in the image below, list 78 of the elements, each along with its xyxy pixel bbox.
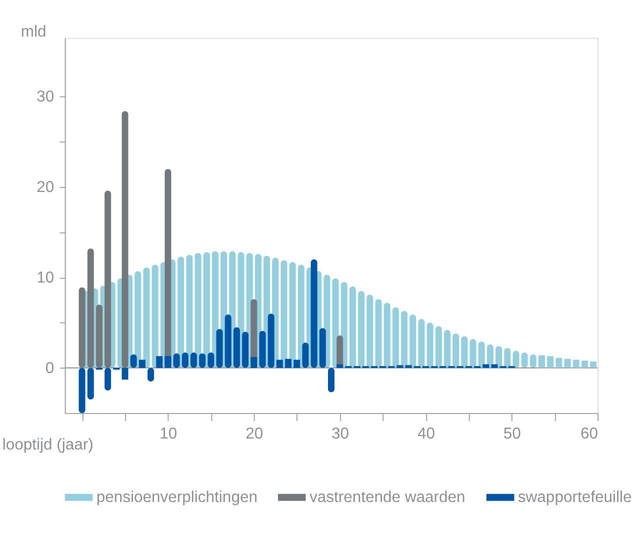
bar bbox=[87, 248, 94, 368]
x-tick-label: 50 bbox=[503, 426, 522, 443]
bar bbox=[250, 357, 258, 368]
bar bbox=[358, 291, 365, 368]
bar bbox=[590, 362, 597, 368]
bar bbox=[572, 360, 580, 368]
bar bbox=[242, 332, 249, 368]
bar bbox=[426, 322, 434, 368]
bar bbox=[302, 342, 309, 368]
bar bbox=[435, 326, 442, 368]
bar bbox=[224, 314, 232, 368]
bar bbox=[138, 360, 146, 368]
bar bbox=[104, 368, 112, 390]
bar bbox=[396, 365, 404, 368]
bar bbox=[87, 368, 94, 400]
y-tick-label: 0 bbox=[45, 360, 54, 377]
bar bbox=[134, 271, 142, 368]
x-tick-label: 10 bbox=[160, 426, 178, 443]
x-tick-label: 20 bbox=[246, 426, 264, 443]
bar bbox=[156, 356, 163, 368]
bar bbox=[259, 330, 266, 368]
y-tick-label: 30 bbox=[36, 88, 54, 106]
bar bbox=[310, 259, 318, 368]
bar bbox=[375, 299, 382, 368]
bar bbox=[289, 262, 296, 368]
x-tick-label: 30 bbox=[332, 426, 350, 443]
bar bbox=[564, 358, 571, 368]
x-tick-label: 40 bbox=[417, 426, 436, 443]
bar bbox=[452, 334, 460, 368]
bar bbox=[392, 307, 399, 368]
bar bbox=[405, 365, 412, 368]
bar bbox=[444, 330, 450, 368]
bar bbox=[491, 364, 498, 368]
y-axis-title: mld bbox=[20, 23, 46, 40]
bar bbox=[143, 268, 150, 368]
bar bbox=[478, 342, 485, 368]
bar bbox=[470, 338, 476, 368]
bar bbox=[276, 360, 283, 368]
x-axis-title: looptijd (jaar) bbox=[2, 436, 94, 454]
bar bbox=[203, 252, 210, 368]
bar bbox=[410, 314, 416, 368]
y-tick-label: 10 bbox=[36, 270, 54, 287]
bar bbox=[194, 253, 202, 368]
legend-label: swapportefeuille bbox=[518, 489, 632, 506]
bar bbox=[122, 368, 128, 380]
bar bbox=[233, 327, 240, 368]
legend-label: vastrentende waarden bbox=[309, 489, 466, 506]
bar bbox=[178, 256, 184, 368]
bar bbox=[538, 355, 545, 368]
bar bbox=[482, 364, 490, 368]
bar bbox=[78, 287, 86, 368]
bar bbox=[336, 364, 344, 368]
bar bbox=[366, 294, 374, 368]
bar bbox=[268, 314, 274, 368]
bar bbox=[349, 286, 356, 368]
bar bbox=[104, 190, 112, 368]
bar bbox=[285, 358, 292, 368]
bar bbox=[547, 356, 554, 368]
bar bbox=[294, 360, 300, 368]
bar bbox=[328, 368, 334, 392]
bar bbox=[280, 260, 288, 368]
bar bbox=[384, 302, 390, 368]
bar bbox=[556, 358, 562, 368]
legend-label: pensioenverplichtingen bbox=[96, 489, 258, 506]
bar bbox=[461, 336, 468, 368]
y-tick-label: 20 bbox=[36, 179, 54, 196]
bar bbox=[319, 328, 326, 368]
bar bbox=[78, 368, 86, 414]
x-tick-label: 60 bbox=[580, 426, 598, 443]
bar bbox=[152, 264, 158, 368]
bar bbox=[401, 310, 408, 368]
bar bbox=[581, 360, 588, 368]
bar bbox=[122, 111, 128, 368]
bar bbox=[186, 254, 193, 368]
bar bbox=[216, 329, 223, 368]
bar bbox=[418, 319, 425, 368]
bar bbox=[96, 304, 102, 368]
bar bbox=[164, 356, 172, 368]
